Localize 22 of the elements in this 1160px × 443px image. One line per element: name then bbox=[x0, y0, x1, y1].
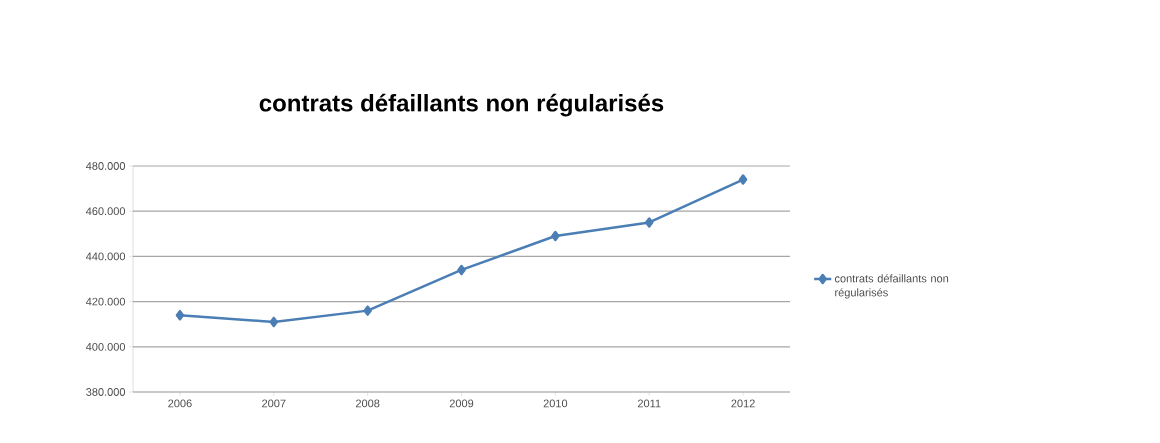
x-tick-label: 2012 bbox=[731, 399, 755, 408]
y-tick-label: 480.000 bbox=[85, 162, 126, 170]
y-tick-label: 380.000 bbox=[86, 388, 126, 396]
x-tick-label: 2010 bbox=[543, 399, 568, 408]
y-tick-label: 400.000 bbox=[85, 342, 126, 351]
point bbox=[175, 309, 185, 321]
y-tick-label: 460.000 bbox=[85, 207, 126, 216]
chart-title: contrats défaillants non régularisés bbox=[259, 93, 664, 117]
legend-label: contrats défaillants non régularisés bbox=[834, 274, 949, 299]
y-tick-label: 420.000 bbox=[85, 297, 126, 306]
x-tick-label: 2008 bbox=[355, 399, 380, 408]
point bbox=[269, 316, 279, 328]
point bbox=[644, 217, 654, 228]
x-tick-label: 2011 bbox=[637, 399, 661, 408]
x-tick-label: 2007 bbox=[262, 399, 286, 408]
point bbox=[457, 264, 466, 276]
x-tick-label: 2009 bbox=[449, 399, 474, 408]
point bbox=[738, 174, 748, 185]
point bbox=[363, 305, 372, 316]
y-tick-label: 440.000 bbox=[85, 252, 126, 261]
x-tick-label: 2006 bbox=[168, 399, 192, 408]
point bbox=[551, 230, 560, 242]
